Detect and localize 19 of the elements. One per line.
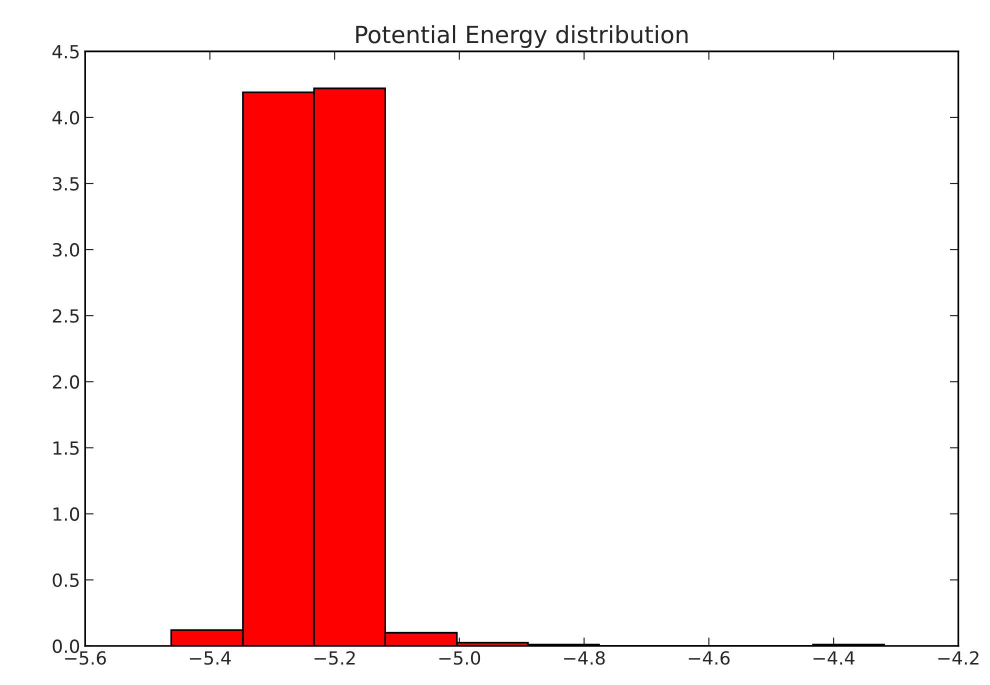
y-tick-label: 0.0 <box>52 639 80 654</box>
y-tick-label: 0.5 <box>52 573 79 588</box>
chart-title: Potential Energy distribution <box>356 25 688 48</box>
y-tick-label: 1.5 <box>54 441 79 455</box>
y-tick-label: 4.0 <box>52 110 80 125</box>
y-tick-label: 4.5 <box>52 45 79 58</box>
x-tick-label: −4.2 <box>938 651 978 665</box>
x-tick-label: −4.8 <box>564 651 605 665</box>
x-tick-label: −5.2 <box>314 651 355 665</box>
y-tick-label: 3.0 <box>52 243 80 257</box>
x-tick-label: −4.4 <box>814 651 854 665</box>
x-tick-label: −5.0 <box>439 651 480 665</box>
x-tick-label: −4.6 <box>688 651 730 665</box>
y-tick-label: 2.0 <box>52 375 80 389</box>
x-tick-label: −5.4 <box>190 651 231 665</box>
y-tick-label: 1.0 <box>54 507 80 521</box>
y-tick-label: 3.5 <box>52 176 79 191</box>
y-tick-label: 2.5 <box>52 309 79 323</box>
x-tick-label: −5.6 <box>65 651 106 665</box>
